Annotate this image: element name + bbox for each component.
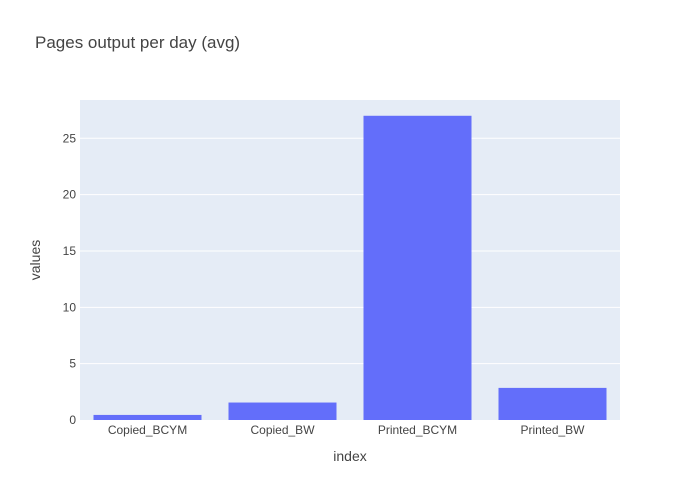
y-tick-label: 0 (69, 413, 76, 427)
y-tick-labels: 0 5 10 15 20 25 (63, 131, 77, 427)
x-axis-title: index (333, 448, 366, 464)
x-tick-label: Copied_BCYM (108, 423, 187, 437)
y-tick-label: 15 (63, 244, 77, 258)
chart-title: Pages output per day (avg) (35, 33, 241, 52)
y-tick-label: 20 (63, 188, 77, 202)
y-tick-label: 5 (69, 357, 76, 371)
bar-copied-bw[interactable] (228, 402, 337, 420)
bar-copied-bcym[interactable] (93, 414, 202, 420)
x-tick-label: Printed_BCYM (378, 423, 457, 437)
y-axis-title: values (27, 240, 43, 280)
y-tick-label: 10 (63, 300, 77, 314)
x-tick-label: Copied_BW (250, 423, 315, 437)
x-tick-label: Printed_BW (520, 423, 585, 437)
bar-printed-bcym[interactable] (363, 115, 472, 420)
bar-printed-bw[interactable] (498, 387, 607, 420)
y-tick-label: 25 (63, 131, 77, 145)
plot-area (80, 100, 620, 420)
x-tick-labels: Copied_BCYM Copied_BW Printed_BCYM Printed_… (108, 423, 585, 437)
gridlines (80, 137, 620, 365)
bars (93, 115, 607, 420)
